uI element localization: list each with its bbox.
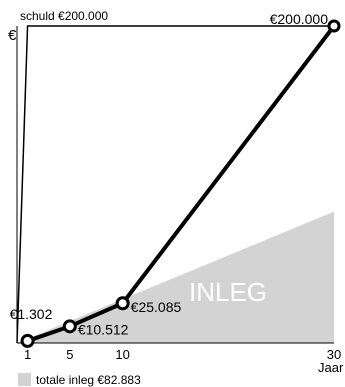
area-label: INLEG <box>189 277 267 307</box>
debt-line <box>16 25 334 344</box>
x-tick-label: 10 <box>115 347 129 362</box>
savings-point-label: €1.302 <box>10 306 53 322</box>
savings-line <box>26 24 336 343</box>
savings-point <box>62 319 77 334</box>
debt-series-layer <box>16 25 334 344</box>
savings-point-label: €25.085 <box>131 299 182 315</box>
x-tick-label: 5 <box>66 347 73 362</box>
debt-label: schuld €200.000 <box>20 9 108 23</box>
savings-point-label: €200.000 <box>270 11 329 27</box>
x-tick-label: 1 <box>24 347 31 362</box>
legend-label: totale inleg €82.883 <box>36 373 141 387</box>
savings-series-layer <box>20 19 341 348</box>
savings-point-label: €10.512 <box>78 321 129 337</box>
contribution-area <box>17 211 334 343</box>
savings-point <box>20 333 35 348</box>
x-tick-labels: 1 5 10 30 <box>24 347 341 362</box>
legend-swatch <box>18 373 31 386</box>
point-labels-layer: €1.302 €10.512€25.085 €200.000 <box>10 11 329 337</box>
contribution-area-layer <box>17 211 334 343</box>
savings-point <box>327 19 341 33</box>
x-axis-label: Jaar <box>318 360 344 375</box>
y-axis-label: € <box>8 27 17 44</box>
savings-point <box>115 296 130 311</box>
x-tick-label: 30 <box>327 347 341 362</box>
